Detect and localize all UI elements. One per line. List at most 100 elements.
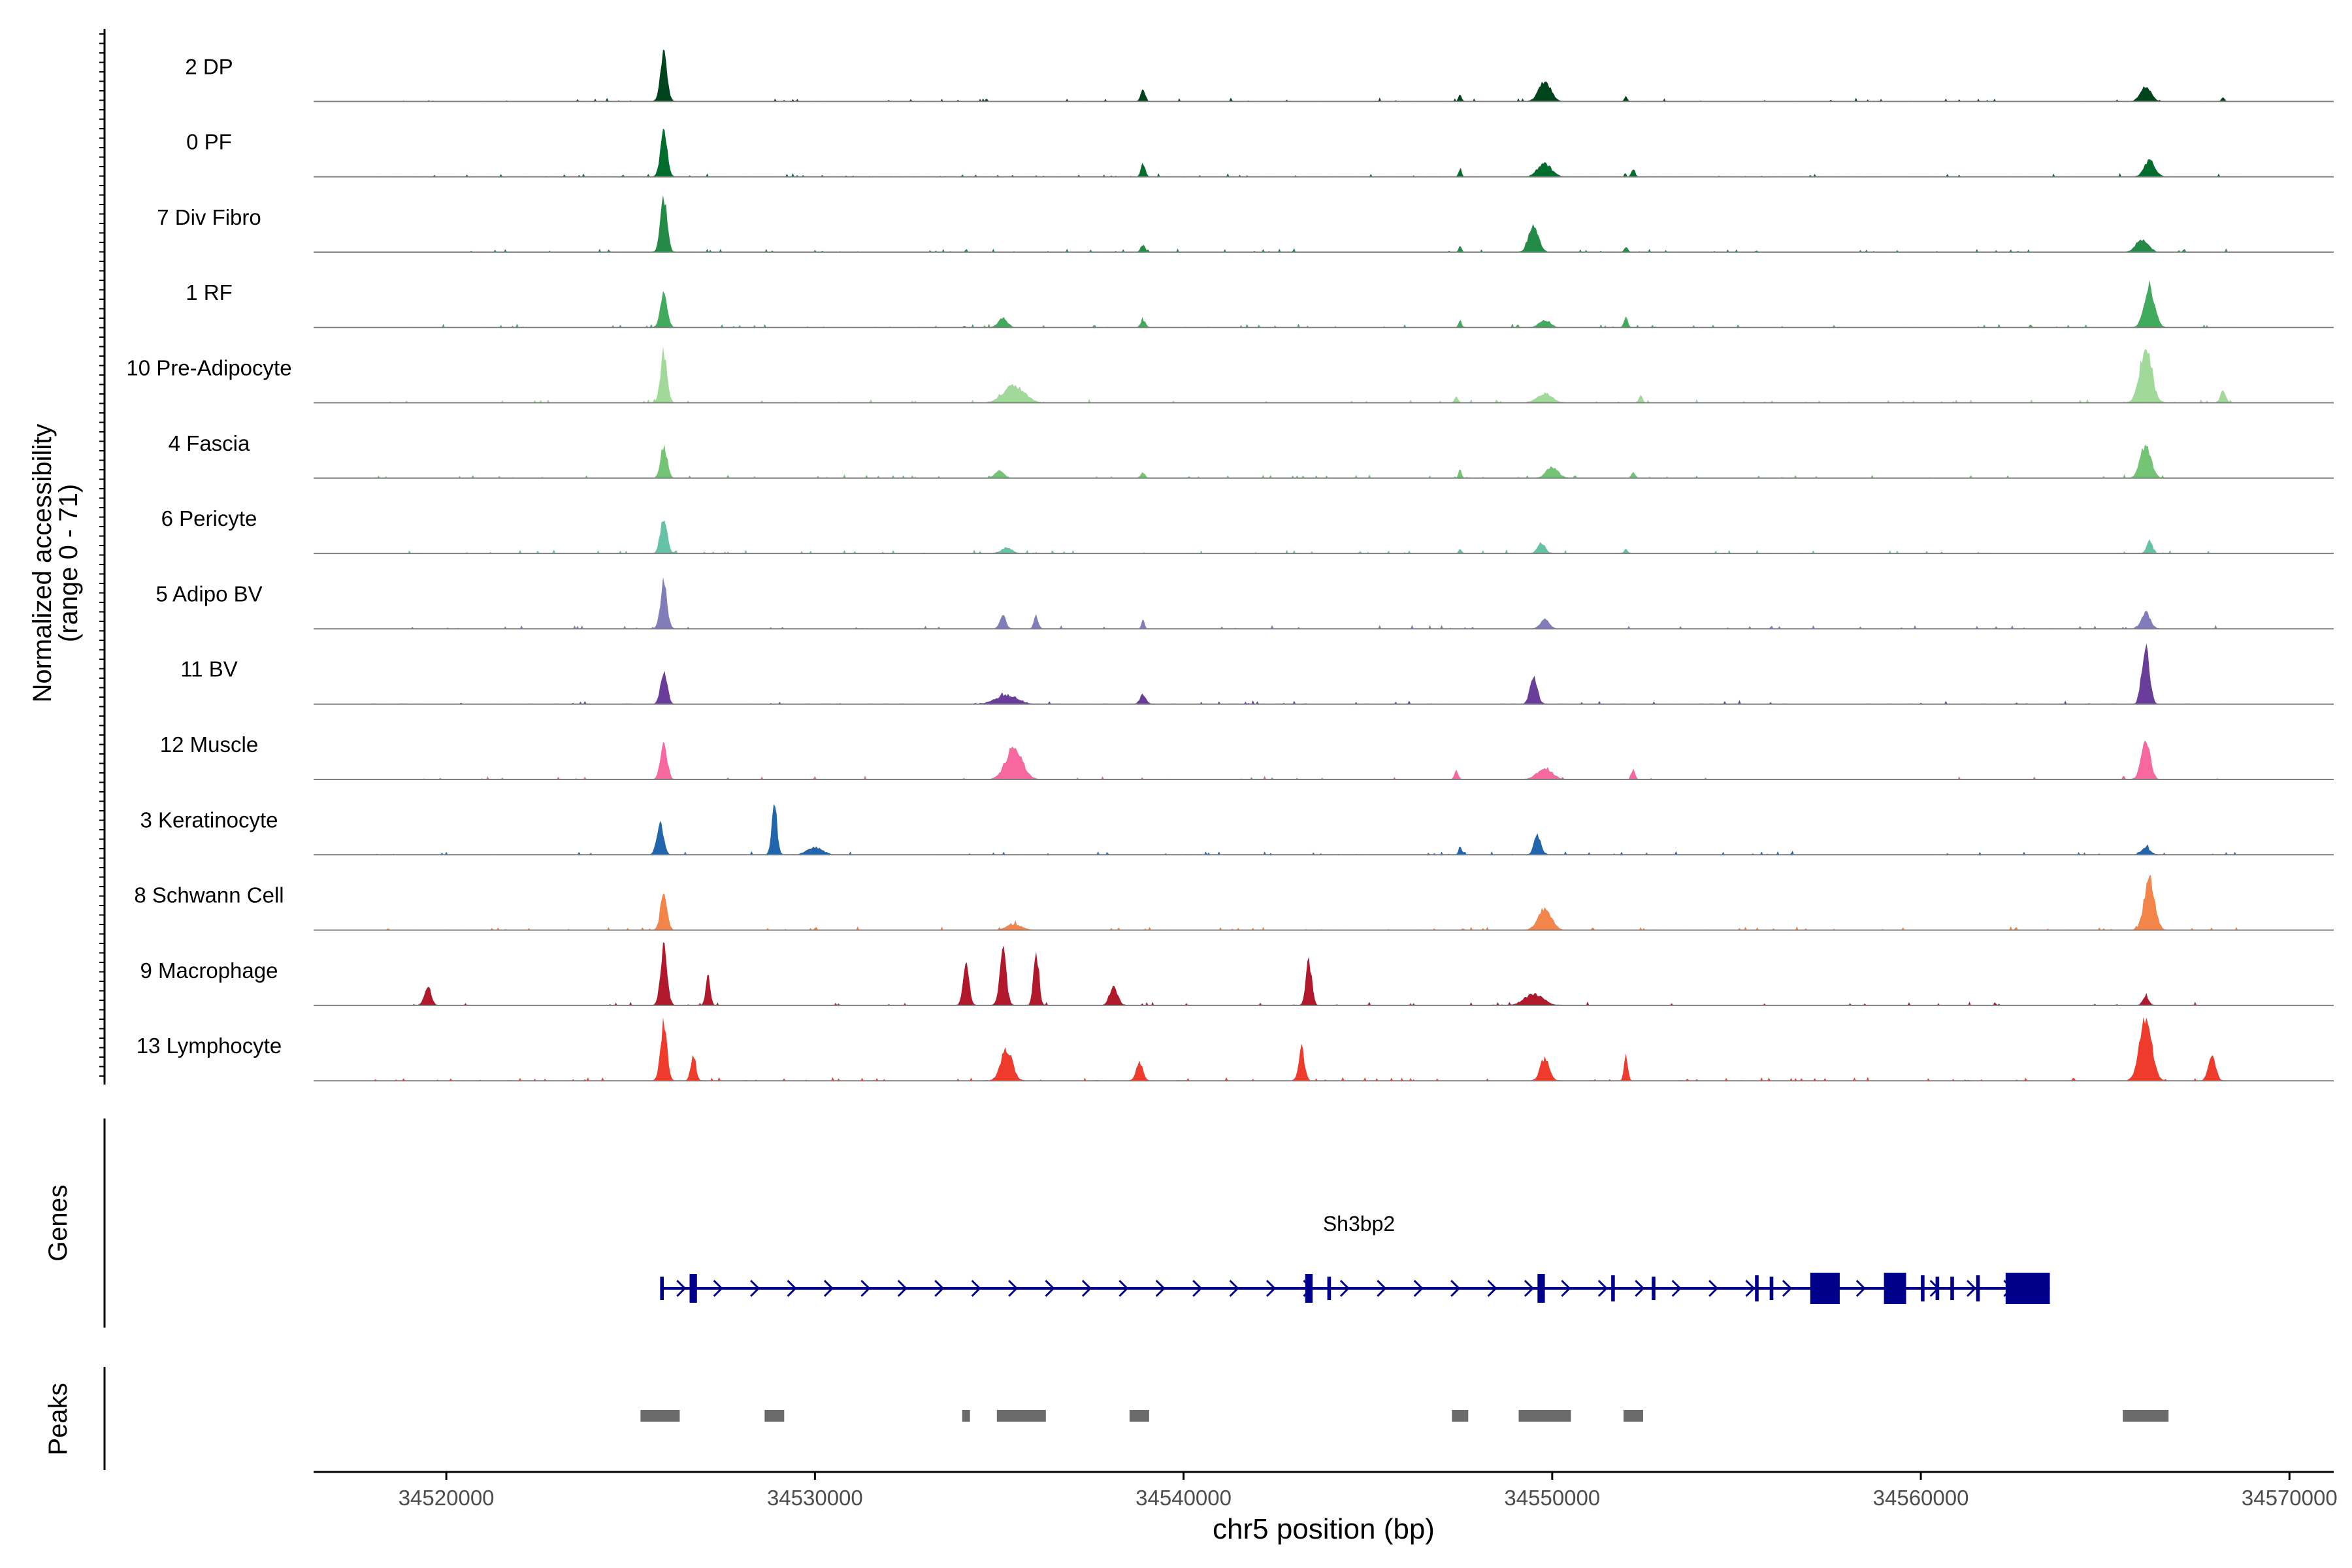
gene-exon — [1537, 1274, 1545, 1303]
x-tick-label: 34570000 — [2242, 1486, 2338, 1510]
gene-strand-arrow — [1782, 1279, 1793, 1298]
gene-exon — [1611, 1275, 1615, 1301]
gene-strand-arrow — [823, 1279, 834, 1298]
x-tick-label: 34550000 — [1504, 1486, 1600, 1510]
track-label: 2 DP — [185, 54, 233, 78]
track-9-macrophage: 9 Macrophage — [140, 942, 2334, 1006]
gene-strand-arrow — [676, 1279, 687, 1298]
gene-exon — [1950, 1277, 1954, 1300]
x-tick-label: 34530000 — [767, 1486, 863, 1510]
track-4-fascia: 4 Fascia — [169, 431, 2334, 479]
gene-strand-arrow — [1229, 1279, 1239, 1298]
track-3-keratinocyte: 3 Keratinocyte — [140, 804, 2334, 856]
y-axis-label: Normalized accessibility — [28, 424, 57, 703]
genes-track: Genes Sh3bp2 — [44, 1119, 2051, 1328]
gene-exon — [1652, 1277, 1656, 1300]
track-label: 7 Div Fibro — [157, 205, 261, 229]
track-label: 1 RF — [186, 280, 233, 304]
gene-exon — [2005, 1273, 2050, 1304]
gene-exon — [689, 1274, 697, 1303]
peaks-track: Peaks — [44, 1367, 2169, 1470]
track-area — [372, 875, 2238, 930]
gene-strand-arrow — [713, 1279, 723, 1298]
track-area — [372, 942, 2238, 1005]
gene-exon — [1327, 1277, 1331, 1300]
gene-exon — [1884, 1273, 1906, 1304]
track-area — [372, 520, 2238, 554]
peak-bars — [640, 1410, 2169, 1422]
gene-strand-arrow — [1266, 1279, 1277, 1298]
gene-strand-arrow — [897, 1279, 907, 1298]
gene-strand-arrow — [750, 1279, 760, 1298]
peak-bar — [640, 1410, 680, 1422]
track-1-rf: 1 RF — [186, 280, 2334, 329]
peak-bar — [1518, 1410, 1571, 1422]
track-area — [372, 804, 2238, 855]
track-0-pf: 0 PF — [186, 128, 2334, 178]
track-6-pericyte: 6 Pericyte — [161, 506, 2334, 555]
track-area — [372, 1017, 2238, 1081]
track-5-adipo-bv: 5 Adipo BV — [155, 577, 2334, 630]
gene-strand-arrow — [1413, 1279, 1424, 1298]
track-10-pre-adipocyte: 10 Pre-Adipocyte — [126, 346, 2334, 404]
track-7-div-fibro: 7 Div Fibro — [157, 195, 2334, 253]
gene-strand-arrow — [1045, 1279, 1055, 1298]
track-label: 5 Adipo BV — [155, 581, 262, 606]
gene-strand-arrow — [1450, 1279, 1461, 1298]
gene-strand-arrow — [1745, 1279, 1756, 1298]
gene-strand-arrow — [860, 1279, 871, 1298]
gene-model-sh3bp2 — [660, 1273, 2051, 1304]
track-11-bv: 11 BV — [180, 643, 2334, 705]
track-label: 4 Fascia — [169, 431, 250, 455]
gene-strand-arrow — [1561, 1279, 1571, 1298]
track-label: 6 Pericyte — [161, 506, 257, 531]
gene-strand-arrow — [1487, 1279, 1497, 1298]
gene-strand-arrow — [1377, 1279, 1387, 1298]
peak-bar — [1452, 1410, 1469, 1422]
gene-strand-arrow — [1155, 1279, 1166, 1298]
gene-strand-arrow — [971, 1279, 981, 1298]
gene-exon — [1935, 1277, 1940, 1300]
peaks-track-label: Peaks — [44, 1382, 73, 1455]
peak-bar — [1624, 1410, 1643, 1422]
track-2-dp: 2 DP — [185, 50, 2334, 103]
gene-strand-arrow — [1855, 1279, 1866, 1298]
x-tick-label: 34540000 — [1135, 1486, 1232, 1510]
gene-exon — [660, 1277, 664, 1300]
gene-exon — [1305, 1274, 1313, 1303]
track-label: 3 Keratinocyte — [140, 808, 278, 832]
gene-strand-arrow — [934, 1279, 945, 1298]
track-12-muscle: 12 Muscle — [160, 732, 2334, 780]
track-area — [372, 280, 2238, 328]
track-area — [372, 444, 2238, 478]
y-axis-range-label: (range 0 - 71) — [54, 484, 83, 642]
gene-strand-arrow — [1081, 1279, 1092, 1298]
gene-strand-arrow — [1007, 1279, 1019, 1298]
peak-bar — [2123, 1410, 2169, 1422]
track-label: 0 PF — [186, 130, 232, 154]
gene-strand-arrow — [1339, 1279, 1350, 1298]
track-label: 10 Pre-Adipocyte — [126, 356, 291, 380]
gene-exon — [1769, 1277, 1774, 1300]
track-area — [372, 643, 2238, 704]
gene-strand-arrow — [1708, 1279, 1719, 1298]
gene-strand-arrow — [1671, 1279, 1682, 1298]
gene-exon — [1976, 1275, 1980, 1301]
gene-strand-arrow — [1597, 1279, 1608, 1298]
x-tick-label: 34560000 — [1873, 1486, 1969, 1510]
x-axis-ticks: 34520000 34530000 34540000 34550000 34560000… — [399, 1472, 2338, 1510]
track-label: 11 BV — [180, 657, 237, 681]
gene-strand-arrow — [1192, 1279, 1203, 1298]
track-label: 13 Lymphocyte — [137, 1034, 282, 1058]
x-tick-label: 34520000 — [399, 1486, 495, 1510]
track-label: 9 Macrophage — [140, 958, 278, 983]
peak-bar — [764, 1410, 785, 1422]
gene-strand-arrow — [1966, 1279, 1977, 1298]
peak-bar — [1129, 1410, 1149, 1422]
gene-name-label: Sh3bp2 — [1323, 1212, 1395, 1235]
y-axis — [99, 29, 106, 1085]
track-area — [372, 740, 2238, 779]
x-axis: 34520000 34530000 34540000 34550000 34560000… — [314, 1471, 2338, 1510]
track-13-lymphocyte: 13 Lymphocyte — [137, 1017, 2334, 1082]
